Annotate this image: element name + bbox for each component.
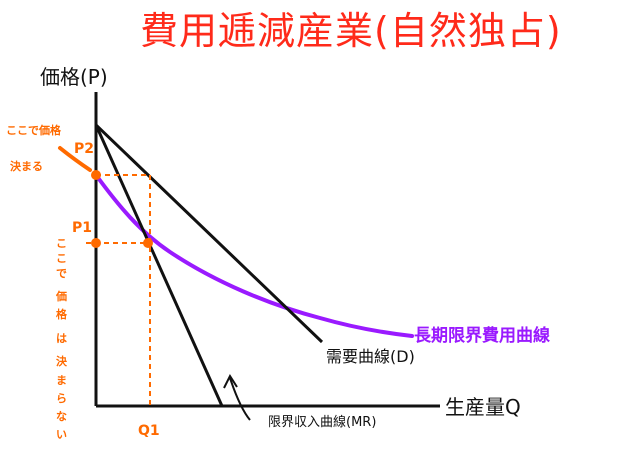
- note-char: 価: [55, 289, 67, 303]
- demand-curve-label: 需要曲線(D): [326, 347, 415, 366]
- price-not-decided-note: こ こ で 価 格 は 決 ま ら な い: [55, 237, 68, 441]
- diagram-title: 費用逓減産業(自然独占): [140, 9, 562, 53]
- note-char: こ: [56, 252, 67, 265]
- note-char: い: [56, 428, 67, 441]
- note-char: で: [56, 267, 67, 280]
- lrac-curve-label: 長期限界費用曲線: [414, 325, 550, 346]
- note-char: は: [56, 332, 67, 345]
- note-char: こ: [56, 237, 67, 250]
- y-axis-label: 価格(P): [40, 65, 108, 89]
- x-axis-label: 生産量Q: [445, 395, 521, 419]
- mr-pointer-arrow: [229, 377, 251, 421]
- price-decided-arrow: [58, 146, 92, 172]
- p1-label: P1: [72, 220, 92, 236]
- mr-curve-label: 限界収入曲線(MR): [268, 414, 376, 430]
- p2-point: [91, 170, 101, 180]
- p1-point: [91, 238, 101, 248]
- price-decided-note-line2: 決まる: [10, 159, 43, 173]
- q1-label: Q1: [138, 423, 160, 439]
- equilibrium-point: [143, 238, 153, 248]
- demand-curve: [94, 123, 324, 344]
- p2-label: P2: [74, 141, 94, 157]
- note-char: ま: [56, 374, 67, 387]
- price-decided-note-line1: ここで価格: [6, 123, 62, 137]
- lrac-curve: [94, 173, 414, 338]
- note-char: 格: [56, 307, 68, 321]
- mr-arrow-head: [223, 373, 238, 389]
- mr-curve: [94, 124, 224, 407]
- note-char: な: [56, 410, 67, 423]
- note-char: ら: [56, 392, 67, 405]
- note-char: 決: [56, 354, 68, 368]
